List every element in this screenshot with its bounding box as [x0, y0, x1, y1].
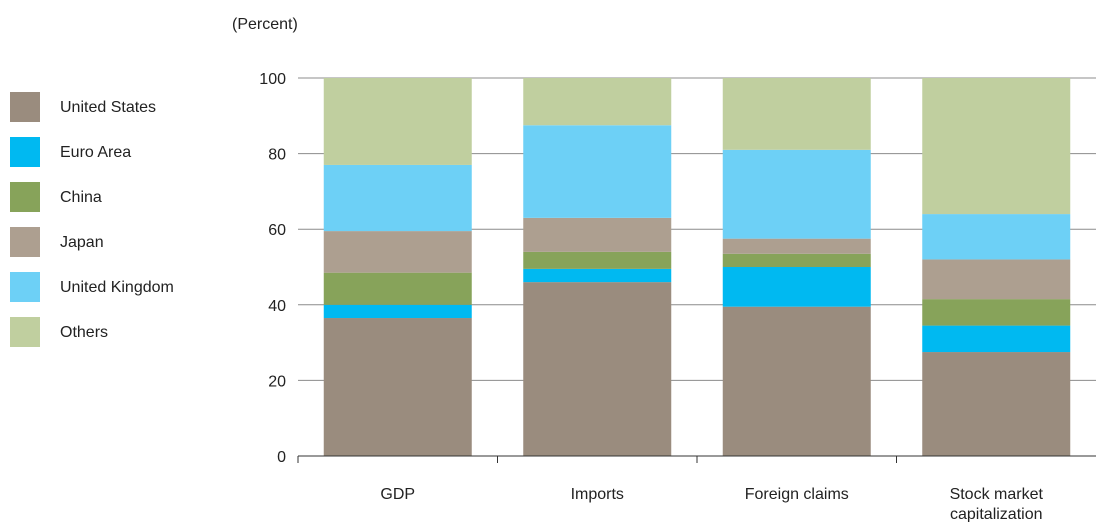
- legend-swatch: [10, 182, 40, 212]
- legend-swatch: [10, 272, 40, 302]
- legend-label: China: [60, 189, 102, 206]
- x-category-label: Foreign claims: [745, 486, 849, 503]
- bar-segment-united-kingdom: [323, 164, 472, 232]
- legend-label: Japan: [60, 234, 104, 251]
- bar-segment-euro-area: [922, 325, 1071, 353]
- x-category-label: Stock market capitalization: [950, 486, 1044, 522]
- legend-label: United Kingdom: [60, 279, 174, 296]
- legend-swatch: [10, 227, 40, 257]
- legend-swatch: [10, 137, 40, 167]
- legend-item-china: China: [10, 182, 102, 212]
- legend-item-united-kingdom: United Kingdom: [10, 272, 174, 302]
- bar-segment-united-states: [922, 352, 1071, 456]
- legend-label: Euro Area: [60, 144, 131, 161]
- legend-item-others: Others: [10, 317, 108, 347]
- bar-segment-euro-area: [722, 267, 871, 307]
- bar-segment-china: [523, 251, 672, 269]
- legend-item-euro-area: Euro Area: [10, 137, 131, 167]
- y-tick-label: 80: [268, 147, 286, 164]
- bar-segment-euro-area: [523, 268, 672, 283]
- bars: [323, 78, 1071, 456]
- y-tick-label: 40: [268, 298, 286, 315]
- bar-segment-united-kingdom: [922, 214, 1071, 260]
- bar-segment-china: [323, 272, 472, 305]
- y-tick-label: 100: [259, 71, 286, 88]
- bar-segment-united-states: [323, 318, 472, 456]
- bar-segment-united-states: [722, 306, 871, 456]
- x-category-label: GDP: [380, 486, 415, 503]
- legend-item-united-states: United States: [10, 92, 156, 122]
- bar-segment-china: [922, 299, 1071, 326]
- bar-segment-united-kingdom: [722, 149, 871, 239]
- bar-segment-japan: [922, 259, 1071, 300]
- y-tick-label: 0: [277, 449, 286, 466]
- bar-segment-others: [523, 78, 672, 126]
- bar-segment-japan: [722, 238, 871, 254]
- bar-segment-united-states: [523, 282, 672, 456]
- bar-segment-euro-area: [323, 304, 472, 319]
- legend-swatch: [10, 92, 40, 122]
- bar-segment-others: [323, 78, 472, 165]
- bar-segment-japan: [523, 217, 672, 252]
- unit-label: (Percent): [232, 16, 298, 33]
- y-tick-label: 60: [268, 222, 286, 239]
- bar-segment-others: [722, 78, 871, 150]
- legend-item-japan: Japan: [10, 227, 104, 257]
- axes: GDP Imports Foreign claims Stock market capi…: [297, 455, 1096, 522]
- legend: United States Euro Area China Japan United K…: [10, 92, 174, 347]
- x-category-label: Imports: [571, 486, 624, 503]
- bar-segment-japan: [323, 231, 472, 273]
- bar-segment-united-kingdom: [523, 125, 672, 218]
- legend-label: Others: [60, 324, 108, 341]
- bar-segment-china: [722, 253, 871, 267]
- bar-segment-others: [922, 78, 1071, 215]
- legend-swatch: [10, 317, 40, 347]
- y-tick-label: 20: [268, 373, 286, 390]
- legend-label: United States: [60, 99, 156, 116]
